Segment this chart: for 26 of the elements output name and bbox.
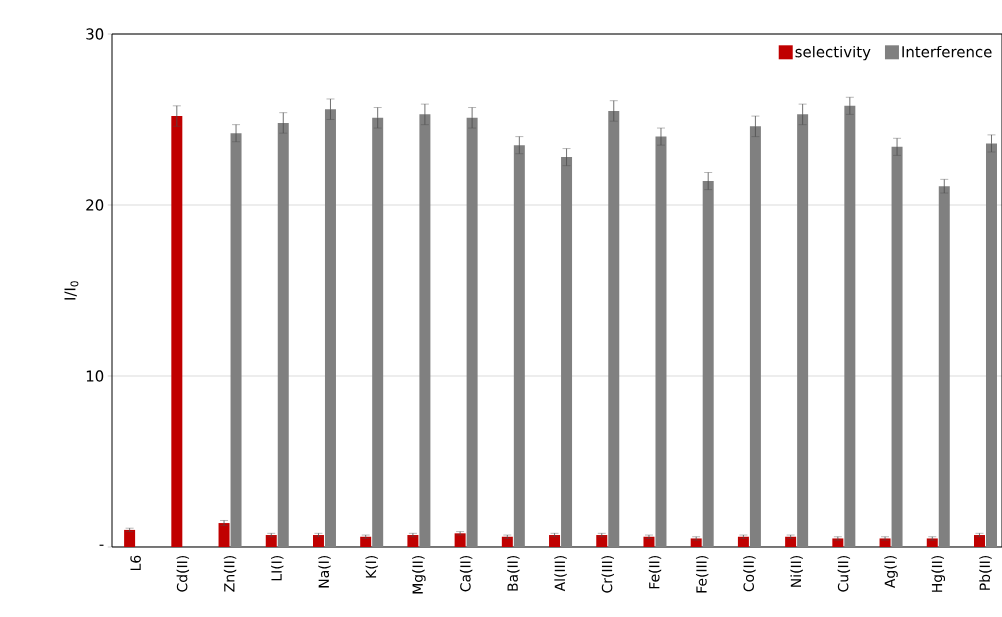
x-tick-label: Zn(II) xyxy=(223,555,237,592)
y-axis-title: I/I$_{0}$ xyxy=(64,281,79,300)
x-tick-label: Na(I) xyxy=(318,555,331,588)
x-tick-label: Mg(II) xyxy=(412,555,426,594)
x-tick-label: Ba(II) xyxy=(507,555,520,591)
x-tick-label: LI(I) xyxy=(271,555,284,581)
x-tick-label: Hg(II) xyxy=(931,555,946,592)
y-tick-label: 10 xyxy=(86,370,104,382)
x-tick-label: Ni(II) xyxy=(790,555,803,587)
x-tick-label: Ag(I) xyxy=(884,555,898,589)
y-tick-label: 30 xyxy=(86,28,104,40)
y-tick-label: 20 xyxy=(86,199,104,211)
x-tick-label: K(I) xyxy=(365,555,378,578)
x-tick-label: Cu(II) xyxy=(837,555,851,592)
legend-label: selectivity xyxy=(795,45,871,61)
x-tick-label: Fe(II) xyxy=(648,555,662,589)
x-tick-label: L6 xyxy=(130,555,141,571)
x-tick-label: Ca(II) xyxy=(459,555,473,592)
x-tick-label: Cr(III) xyxy=(601,555,614,593)
x-tick-label: Fe(III) xyxy=(695,555,709,593)
x-tick-label: Pb(II) xyxy=(979,555,992,590)
x-tick-label: Al(III) xyxy=(554,555,567,592)
y-tick-label: - xyxy=(99,544,104,546)
x-tick-label: Cd(II) xyxy=(176,555,190,592)
x-tick-label: Co(II) xyxy=(743,555,756,592)
legend-label: Interference xyxy=(902,45,992,58)
